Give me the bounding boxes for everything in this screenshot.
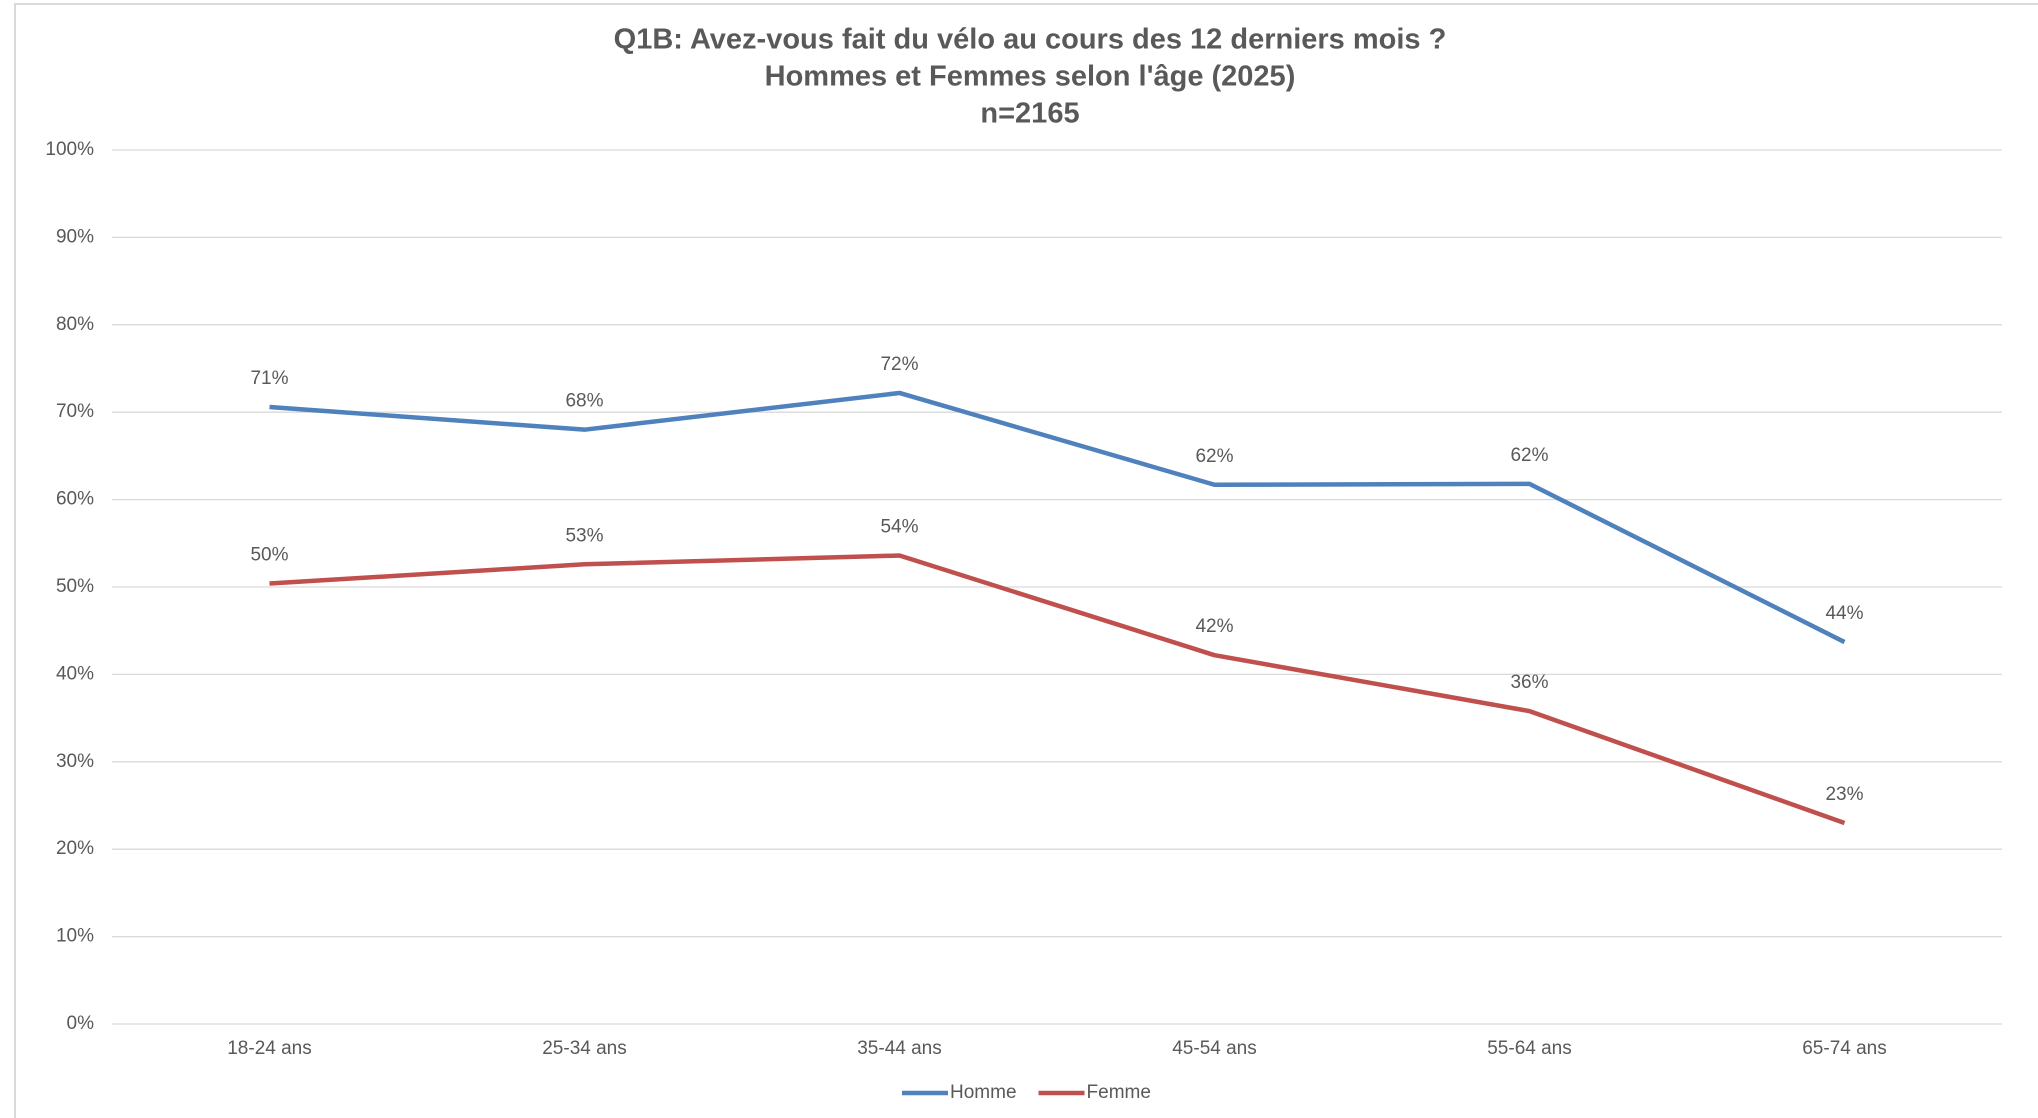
x-tick-label: 35-44 ans: [857, 1038, 942, 1059]
y-tick-label: 10%: [56, 926, 94, 947]
data-label: 44%: [1825, 603, 1863, 624]
series-line: [269, 390, 1846, 645]
x-tick-label: 18-24 ans: [227, 1038, 312, 1059]
y-tick-label: 0%: [67, 1013, 95, 1034]
data-label: 23%: [1825, 784, 1863, 805]
data-label: 53%: [565, 525, 603, 546]
y-tick-label: 80%: [56, 314, 94, 335]
x-tick-label: 25-34 ans: [542, 1038, 627, 1059]
y-tick-label: 30%: [56, 751, 94, 772]
x-tick-label: 65-74 ans: [1802, 1038, 1887, 1059]
y-tick-label: 20%: [56, 838, 94, 859]
data-label: 62%: [1510, 445, 1548, 466]
series-line: [269, 553, 1846, 826]
y-tick-label: 100%: [45, 139, 94, 160]
data-label: 54%: [880, 517, 918, 538]
chart-title: Q1B: Avez-vous fait du vélo au cours des…: [614, 24, 1447, 56]
legend-label: Femme: [1087, 1082, 1151, 1103]
legend-label: Homme: [950, 1082, 1017, 1103]
chart-title: Hommes et Femmes selon l'âge (2025): [765, 61, 1296, 93]
data-label: 50%: [250, 545, 288, 566]
data-label: 42%: [1195, 616, 1233, 637]
data-label: 72%: [880, 354, 918, 375]
chart-frame: [14, 3, 2038, 1118]
y-tick-label: 60%: [56, 489, 94, 510]
y-tick-label: 90%: [56, 226, 94, 247]
chart-title: n=2165: [980, 98, 1079, 130]
y-tick-label: 50%: [56, 576, 94, 597]
y-tick-label: 70%: [56, 401, 94, 422]
x-tick-label: 45-54 ans: [1172, 1038, 1257, 1059]
data-label: 36%: [1510, 672, 1548, 693]
x-tick-label: 55-64 ans: [1487, 1038, 1572, 1059]
data-label: 71%: [250, 368, 288, 389]
data-label: 68%: [565, 391, 603, 412]
y-tick-label: 40%: [56, 663, 94, 684]
data-label: 62%: [1195, 446, 1233, 467]
